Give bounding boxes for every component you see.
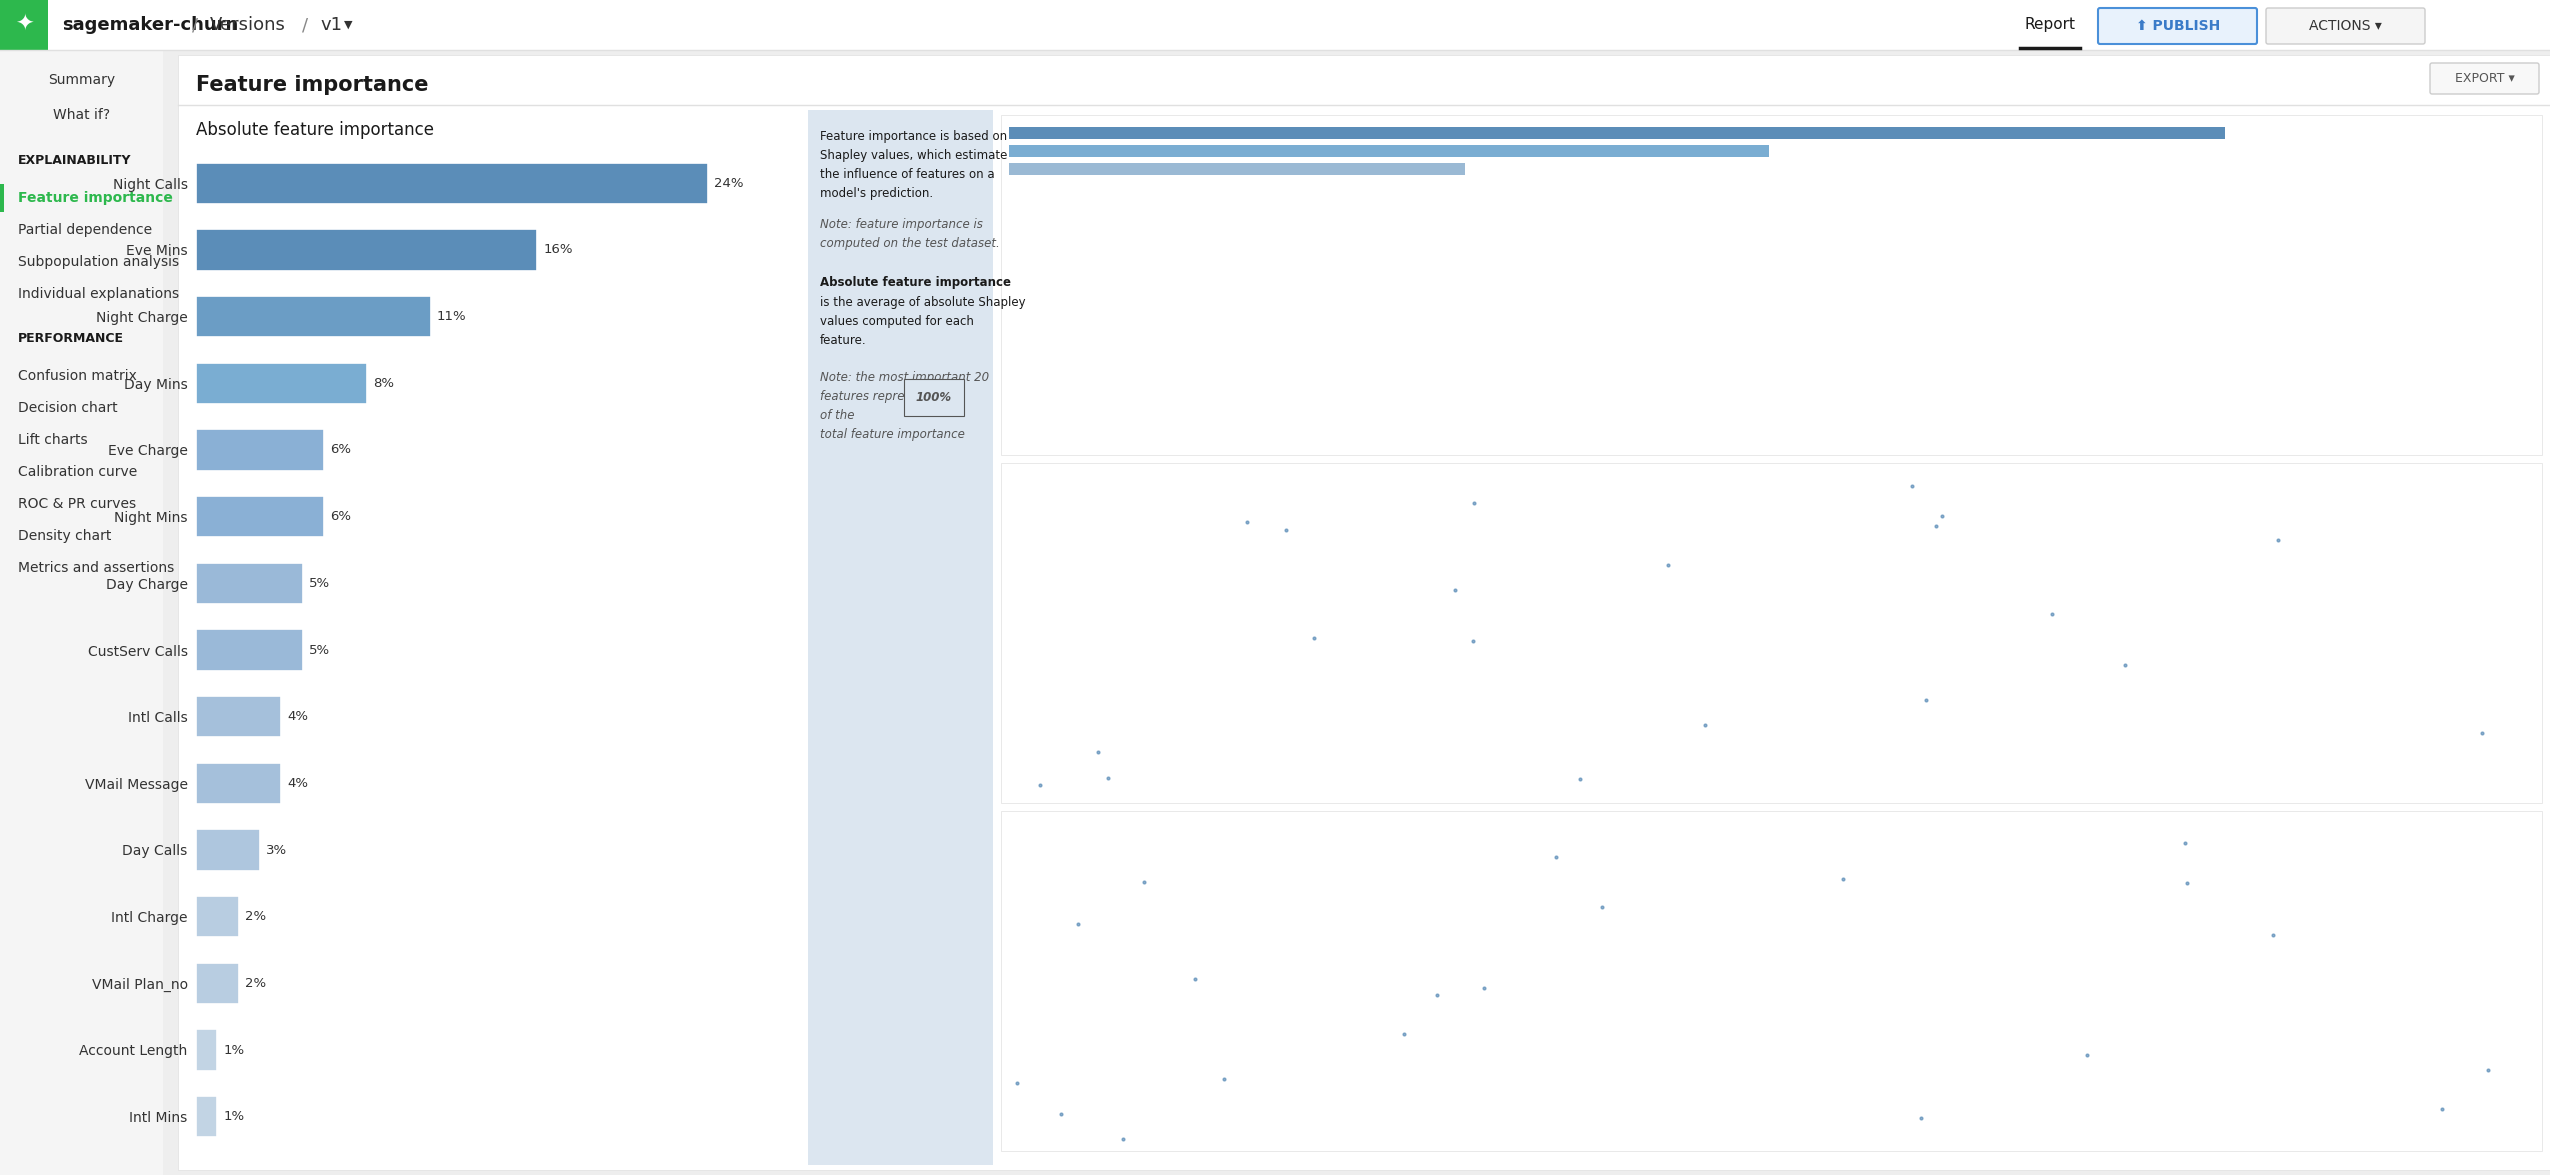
Bar	[196, 830, 260, 871]
Text: 1%: 1%	[224, 1043, 245, 1056]
Text: 2%: 2%	[245, 911, 265, 924]
Bar	[0, 184, 5, 212]
Text: EXPORT ▾: EXPORT ▾	[2456, 73, 2514, 86]
Text: ACTIONS ▾: ACTIONS ▾	[2308, 19, 2382, 33]
Text: 6%: 6%	[332, 510, 352, 523]
Bar	[1002, 811, 2542, 1152]
Bar	[196, 296, 431, 337]
Bar	[1002, 115, 2542, 455]
Text: Calibration curve: Calibration curve	[18, 465, 138, 479]
Text: 2%: 2%	[245, 976, 265, 989]
Bar	[196, 1096, 217, 1137]
Bar	[0, 51, 163, 1175]
Text: 16%: 16%	[543, 243, 574, 256]
Text: ✦: ✦	[15, 15, 33, 35]
Bar	[196, 1029, 217, 1070]
Text: 5%: 5%	[309, 577, 329, 590]
Bar	[196, 496, 324, 537]
Text: Note: the most important 20
features represent: Note: the most important 20 features rep…	[821, 371, 989, 403]
Text: 5%: 5%	[309, 644, 329, 657]
Text: 8%: 8%	[372, 377, 393, 390]
Text: Absolute feature importance: Absolute feature importance	[821, 276, 1010, 289]
Text: PERFORMANCE: PERFORMANCE	[18, 331, 125, 344]
FancyBboxPatch shape	[2267, 8, 2425, 43]
Text: /: /	[301, 16, 309, 34]
Text: 24%: 24%	[714, 176, 745, 190]
Text: 1%: 1%	[224, 1110, 245, 1123]
FancyBboxPatch shape	[2099, 8, 2257, 43]
Bar	[196, 429, 324, 471]
Text: Density chart: Density chart	[18, 529, 112, 543]
Text: 11%: 11%	[436, 310, 467, 323]
Bar	[196, 763, 280, 804]
Text: Feature importance is based on
Shapley values, which estimate
the influence of f: Feature importance is based on Shapley v…	[821, 130, 1007, 200]
Text: 4%: 4%	[288, 710, 309, 723]
Bar	[1010, 145, 1770, 157]
Text: 6%: 6%	[332, 443, 352, 457]
Bar	[196, 962, 240, 1003]
Bar	[1010, 127, 2226, 139]
Bar	[196, 162, 709, 204]
Bar	[196, 563, 303, 604]
Bar	[808, 110, 992, 1164]
Text: ▼: ▼	[344, 20, 352, 31]
Bar	[0, 0, 48, 51]
Bar	[196, 897, 240, 938]
Text: ROC & PR curves: ROC & PR curves	[18, 497, 135, 511]
Text: ⬆ PUBLISH: ⬆ PUBLISH	[2137, 19, 2221, 33]
Text: Absolute feature importance: Absolute feature importance	[196, 121, 434, 139]
Text: Report: Report	[2025, 18, 2076, 33]
Text: /: /	[191, 16, 199, 34]
Text: Partial dependence: Partial dependence	[18, 223, 153, 237]
Text: Confusion matrix: Confusion matrix	[18, 369, 138, 383]
Text: is the average of absolute Shapley
values computed for each
feature.: is the average of absolute Shapley value…	[821, 296, 1025, 347]
Bar	[196, 363, 367, 404]
Text: 100%: 100%	[915, 391, 951, 404]
Bar	[0, 0, 2550, 51]
Text: 3%: 3%	[265, 844, 288, 857]
Text: Decision chart: Decision chart	[18, 401, 117, 415]
Text: 4%: 4%	[288, 777, 309, 790]
Text: v1: v1	[319, 16, 342, 34]
Text: What if?: What if?	[54, 108, 110, 122]
Text: Individual explanations: Individual explanations	[18, 287, 178, 301]
FancyBboxPatch shape	[2430, 63, 2540, 94]
Text: sagemaker-churn: sagemaker-churn	[61, 16, 237, 34]
Text: Summary: Summary	[48, 73, 115, 87]
Text: Feature importance: Feature importance	[18, 192, 173, 204]
Text: Metrics and assertions: Metrics and assertions	[18, 560, 173, 575]
Bar	[196, 696, 280, 738]
Bar	[196, 630, 303, 671]
Bar	[1010, 163, 1466, 175]
Text: Subpopulation analysis: Subpopulation analysis	[18, 255, 178, 269]
Text: Lift charts: Lift charts	[18, 434, 87, 446]
Text: Note: feature importance is
computed on the test dataset.: Note: feature importance is computed on …	[821, 219, 1000, 250]
Text: EXPLAINABILITY: EXPLAINABILITY	[18, 154, 133, 167]
Text: Versions: Versions	[209, 16, 286, 34]
Bar	[196, 229, 538, 270]
Text: Feature importance: Feature importance	[196, 75, 428, 95]
Bar	[1002, 463, 2542, 803]
Text: of the
total feature importance: of the total feature importance	[821, 409, 964, 441]
